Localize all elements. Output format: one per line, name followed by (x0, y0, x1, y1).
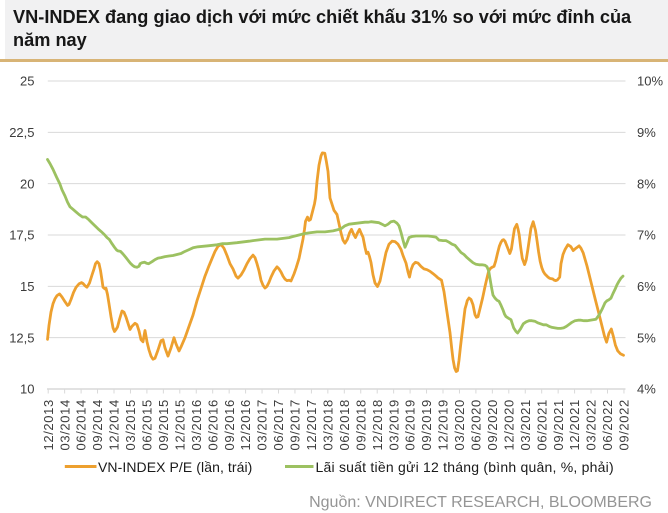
svg-text:VN-INDEX P/E (lần, trái): VN-INDEX P/E (lần, trái) (98, 459, 252, 475)
svg-text:03/2015: 03/2015 (123, 399, 138, 450)
svg-text:12/2019: 12/2019 (436, 399, 451, 450)
svg-text:12/2018: 12/2018 (370, 399, 385, 450)
svg-text:06/2016: 06/2016 (205, 399, 220, 450)
svg-text:8%: 8% (637, 176, 656, 191)
svg-text:03/2022: 03/2022 (584, 399, 599, 450)
svg-text:06/2021: 06/2021 (534, 399, 549, 450)
svg-text:7%: 7% (637, 228, 656, 243)
svg-text:6%: 6% (637, 279, 656, 294)
svg-text:12/2017: 12/2017 (304, 399, 319, 450)
svg-text:06/2015: 06/2015 (140, 399, 155, 450)
svg-text:09/2016: 09/2016 (222, 399, 237, 450)
svg-text:06/2014: 06/2014 (74, 399, 89, 450)
svg-text:03/2014: 03/2014 (57, 399, 72, 450)
svg-text:09/2014: 09/2014 (90, 399, 105, 450)
svg-text:12/2015: 12/2015 (172, 399, 187, 450)
svg-text:12/2021: 12/2021 (567, 399, 582, 450)
svg-text:4%: 4% (637, 382, 656, 397)
svg-text:25: 25 (20, 74, 34, 89)
svg-text:06/2022: 06/2022 (600, 399, 615, 450)
svg-text:12/2013: 12/2013 (41, 399, 56, 450)
svg-text:Lãi suất tiền gửi 12 tháng (bì: Lãi suất tiền gửi 12 tháng (bình quân, %… (316, 459, 614, 475)
svg-text:17,5: 17,5 (9, 228, 34, 243)
svg-text:06/2020: 06/2020 (469, 399, 484, 450)
svg-text:03/2018: 03/2018 (320, 399, 335, 450)
svg-text:09/2022: 09/2022 (617, 399, 632, 450)
svg-text:03/2017: 03/2017 (255, 399, 270, 450)
svg-text:03/2021: 03/2021 (518, 399, 533, 450)
svg-text:09/2021: 09/2021 (551, 399, 566, 450)
svg-text:03/2019: 03/2019 (386, 399, 401, 450)
svg-text:09/2018: 09/2018 (353, 399, 368, 450)
svg-text:09/2015: 09/2015 (156, 399, 171, 450)
svg-text:15: 15 (20, 279, 34, 294)
svg-text:12/2016: 12/2016 (238, 399, 253, 450)
svg-text:12,5: 12,5 (9, 330, 34, 345)
svg-text:10: 10 (20, 382, 34, 397)
svg-text:06/2017: 06/2017 (271, 399, 286, 450)
svg-text:10%: 10% (637, 74, 663, 89)
svg-text:03/2016: 03/2016 (189, 399, 204, 450)
svg-text:09/2019: 09/2019 (419, 399, 434, 450)
svg-text:03/2020: 03/2020 (452, 399, 467, 450)
svg-text:22,5: 22,5 (9, 125, 34, 140)
svg-text:09/2017: 09/2017 (288, 399, 303, 450)
svg-text:06/2019: 06/2019 (403, 399, 418, 450)
svg-text:09/2020: 09/2020 (485, 399, 500, 450)
svg-text:20: 20 (20, 176, 34, 191)
svg-text:5%: 5% (637, 330, 656, 345)
svg-text:12/2020: 12/2020 (501, 399, 516, 450)
svg-text:12/2014: 12/2014 (107, 399, 122, 450)
svg-text:9%: 9% (637, 125, 656, 140)
svg-text:06/2018: 06/2018 (337, 399, 352, 450)
